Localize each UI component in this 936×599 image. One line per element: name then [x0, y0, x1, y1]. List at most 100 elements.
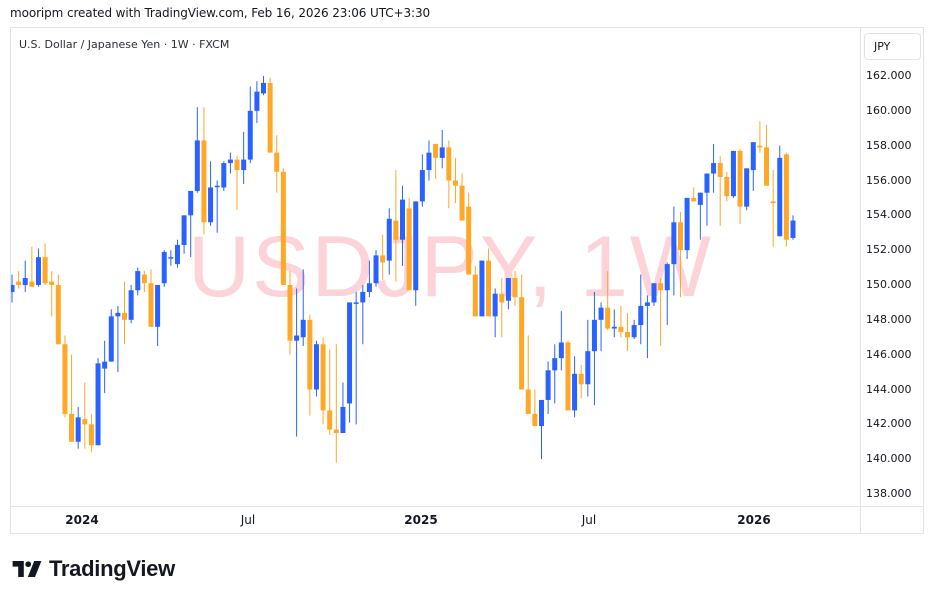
- candle-body: [280, 171, 286, 285]
- candle-body: [691, 197, 697, 202]
- price-tick-label: 148.000: [866, 312, 912, 326]
- candle-body: [565, 342, 571, 411]
- candle-body: [697, 192, 703, 205]
- time-axis-divider: [10, 506, 924, 507]
- candle-body: [16, 281, 22, 285]
- candle-body: [552, 358, 558, 371]
- time-tick-label: 2024: [65, 513, 99, 527]
- candle-body: [538, 399, 544, 427]
- candle-body: [625, 332, 631, 338]
- candle-body: [155, 285, 161, 327]
- candle-body: [294, 335, 300, 341]
- price-tick-label: 154.000: [866, 208, 912, 222]
- time-tick-label: Jul: [240, 513, 256, 527]
- candle-body: [479, 260, 485, 317]
- candle-body: [499, 293, 505, 303]
- candle-body: [214, 185, 220, 188]
- candle-body: [35, 257, 41, 285]
- candle-body: [611, 326, 617, 329]
- currency-label: JPY: [874, 40, 891, 53]
- candle-body: [88, 424, 94, 446]
- candle-body: [532, 413, 538, 427]
- candle-body: [671, 222, 677, 265]
- candle-body: [770, 201, 776, 204]
- candle-body: [320, 344, 326, 411]
- price-tick-label: 140.000: [866, 452, 912, 466]
- candle-body: [29, 281, 35, 287]
- candle-body: [267, 82, 273, 153]
- candle-body: [783, 154, 789, 240]
- candle-body: [651, 283, 657, 303]
- candle-body: [472, 274, 478, 317]
- candle-body: [42, 257, 48, 284]
- candle-body: [644, 302, 650, 306]
- candle-body: [492, 293, 498, 317]
- price-tick-label: 160.000: [866, 103, 912, 117]
- candle-body: [300, 319, 306, 338]
- candle-body: [684, 197, 690, 251]
- candle-body: [790, 220, 796, 238]
- candle-body: [234, 159, 240, 171]
- candle-body: [340, 406, 346, 434]
- candle-body: [618, 326, 624, 333]
- candle-body: [677, 222, 683, 251]
- price-tick-label: 144.000: [866, 382, 912, 396]
- candle-body: [764, 147, 770, 186]
- price-tick-label: 142.000: [866, 417, 912, 431]
- candle-body: [393, 220, 399, 240]
- candle-body: [737, 150, 743, 207]
- candle-body: [221, 163, 227, 188]
- candle-body: [373, 255, 379, 284]
- candle-body: [558, 342, 564, 359]
- candle-body: [241, 159, 247, 171]
- candle-body: [572, 373, 578, 411]
- candle-body: [188, 190, 194, 216]
- candle-body: [135, 271, 141, 291]
- currency-button[interactable]: JPY: [864, 33, 921, 60]
- symbol-legend[interactable]: U.S. Dollar / Japanese Yen · 1W · FXCM: [19, 38, 230, 51]
- candle-body: [161, 251, 167, 284]
- candle-body: [254, 91, 260, 111]
- candle-body: [704, 173, 710, 193]
- candle-body: [11, 285, 15, 292]
- time-tick-label: Jul: [581, 513, 597, 527]
- price-tick-label: 152.000: [866, 243, 912, 257]
- candle-body: [664, 264, 670, 291]
- candle-body: [194, 140, 200, 191]
- candle-body: [313, 344, 319, 390]
- candle-body: [141, 274, 147, 284]
- candle-body: [115, 312, 121, 317]
- candle-body: [128, 290, 134, 320]
- candle-body: [545, 370, 551, 400]
- chart-credit: mooripm created with TradingView.com, Fe…: [10, 6, 431, 20]
- candle-body: [459, 185, 465, 221]
- price-tick-label: 150.000: [866, 278, 912, 291]
- candle-body: [598, 307, 604, 320]
- candle-body: [519, 297, 525, 390]
- candle-body: [426, 152, 432, 171]
- candle-body: [333, 429, 339, 434]
- candle-body: [711, 163, 717, 174]
- candle-body: [62, 344, 68, 414]
- candle-body: [174, 244, 180, 265]
- candle-body: [75, 417, 81, 442]
- candle-body: [208, 187, 214, 223]
- candle-body: [631, 325, 637, 338]
- candle-body: [777, 157, 783, 237]
- candle-body: [505, 278, 511, 301]
- time-tick-label: 2026: [737, 513, 771, 527]
- tradingview-logo[interactable]: TradingView: [12, 556, 175, 582]
- price-tick-label: 162.000: [866, 69, 912, 82]
- candle-body: [413, 201, 419, 291]
- candle-body: [95, 363, 101, 446]
- candle-body: [287, 285, 293, 341]
- candle-body: [69, 413, 75, 442]
- candle-body: [22, 278, 28, 285]
- candle-body: [307, 319, 313, 390]
- candle-body: [327, 410, 333, 430]
- candle-body: [247, 110, 253, 160]
- candle-body: [591, 319, 597, 352]
- candle-body: [658, 283, 664, 291]
- candle-body: [360, 291, 366, 303]
